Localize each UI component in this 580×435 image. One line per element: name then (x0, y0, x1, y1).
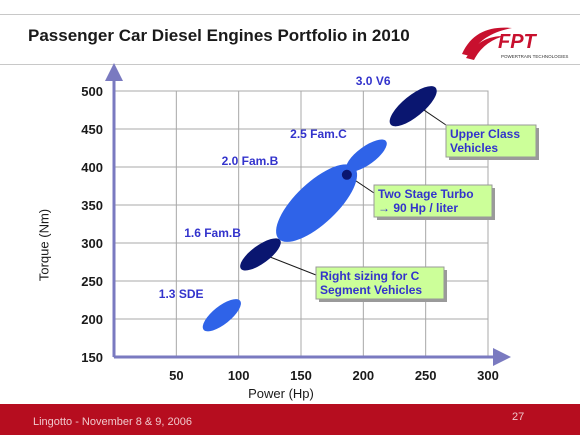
x-tick-label: 50 (169, 368, 183, 383)
engine-ellipses (202, 86, 437, 332)
callout-box (445, 124, 537, 158)
y-tick-labels: 500 450 400 350 300 250 200 150 (81, 84, 103, 365)
callout-leader-line (420, 107, 447, 126)
torque-power-chart: 50 100 150 200 250 300 500 450 400 350 300 250 200 1… (81, 63, 539, 383)
x-tick-label: 100 (228, 368, 250, 383)
y-axis-label: Torque (Nm) (36, 208, 52, 282)
callout-text: Right sizing for C (320, 269, 420, 283)
callout-box (373, 184, 493, 218)
top-divider (0, 14, 580, 15)
callout-text: Two Stage Turbo (378, 187, 474, 201)
callout-text: → 90 Hp / liter (378, 201, 458, 215)
fpt-logo: FPT POWERTRAIN TECHNOLOGIES (462, 27, 568, 60)
x-tick-label: 150 (290, 368, 312, 383)
engine-ellipse (276, 164, 358, 242)
engine-label: 3.0 V6 (356, 74, 391, 88)
engine-ellipse (240, 238, 281, 271)
callout-box (315, 266, 445, 300)
callout-text: Upper Class (450, 127, 520, 141)
page-number: 27 (512, 411, 525, 423)
engine-label: 2.0 Fam.B (222, 154, 279, 168)
y-tick-label: 150 (81, 350, 103, 365)
engine-ellipse (202, 299, 241, 332)
footer-bar: Lingotto - November 8 & 9, 2006 27 (0, 404, 580, 435)
y-tick-label: 200 (81, 312, 103, 327)
y-tick-label: 500 (81, 84, 103, 99)
x-tick-label: 300 (477, 368, 499, 383)
engine-ellipse (346, 139, 387, 172)
engine-label: 1.3 SDE (159, 287, 204, 301)
title-divider (0, 64, 580, 65)
x-tick-labels: 50 100 150 200 250 300 (169, 368, 499, 383)
logo-text: FPT (498, 31, 538, 53)
turbo-marker (341, 169, 352, 180)
footer-text: Lingotto - November 8 & 9, 2006 (33, 416, 192, 428)
engine-labels: 1.3 SDE 1.6 Fam.B 2.0 Fam.B 2.5 Fam.C 3.0 V6 (159, 74, 391, 301)
y-tick-label: 400 (81, 160, 103, 175)
engine-label: 2.5 Fam.C (290, 127, 347, 141)
y-tick-label: 350 (81, 198, 103, 213)
x-tick-label: 250 (415, 368, 437, 383)
y-tick-label: 450 (81, 122, 103, 137)
engine-ellipse (389, 86, 437, 127)
x-axis-label: Power (Hp) (248, 386, 314, 401)
chart-axes (105, 63, 511, 366)
engine-label: 1.6 Fam.B (184, 226, 241, 240)
logo-subtext: POWERTRAIN TECHNOLOGIES (501, 54, 568, 59)
callout-leader-line (268, 255, 317, 276)
y-tick-label: 250 (81, 274, 103, 289)
x-tick-label: 200 (352, 368, 374, 383)
callout-text: Segment Vehicles (320, 283, 422, 297)
callout-text: Vehicles (450, 141, 498, 155)
slide-title: Passenger Car Diesel Engines Portfolio i… (28, 26, 410, 45)
y-tick-label: 300 (81, 236, 103, 251)
